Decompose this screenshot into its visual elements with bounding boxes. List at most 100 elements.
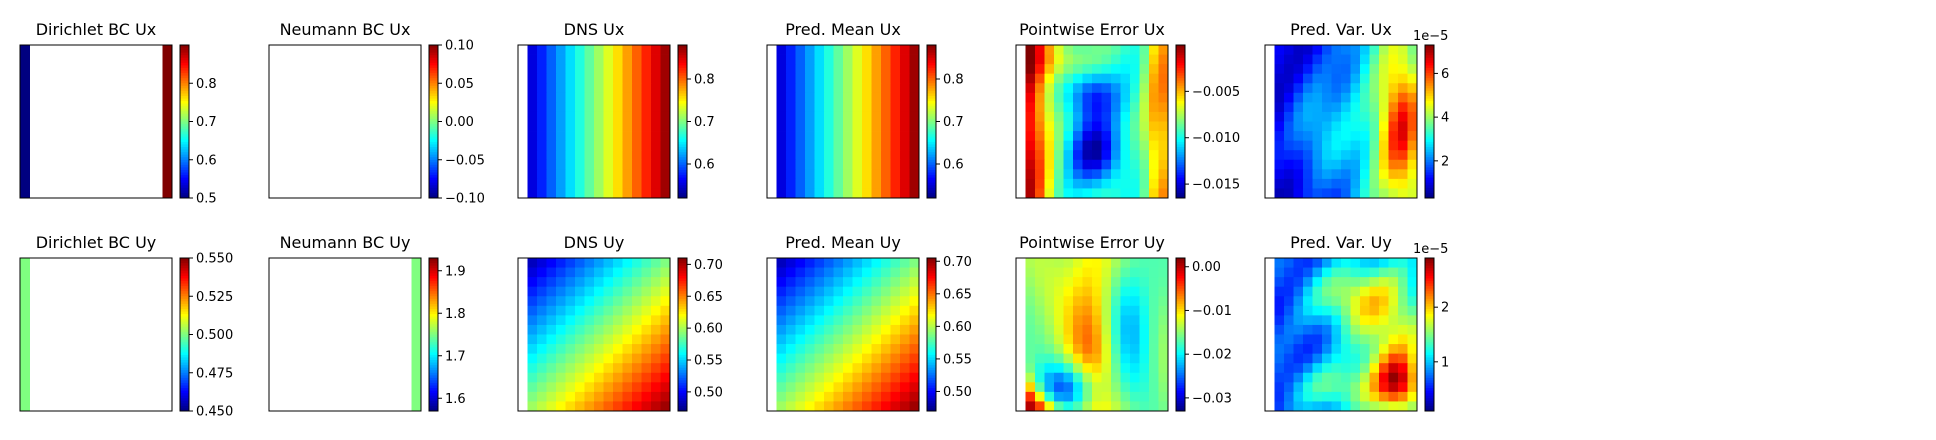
heatmap-cell — [1274, 121, 1285, 132]
heatmap-cell — [641, 401, 652, 412]
colorbar-segment — [927, 162, 936, 166]
heatmap-cell — [1312, 102, 1323, 113]
heatmap-cell — [795, 150, 806, 161]
heatmap-cells — [20, 45, 172, 198]
heatmap-cell — [537, 382, 547, 393]
heatmap-cell — [1054, 296, 1064, 307]
heatmap-cell — [1322, 296, 1332, 307]
heatmap-cell — [871, 131, 882, 142]
heatmap-cell — [1407, 344, 1418, 355]
heatmap-cell — [1369, 92, 1380, 103]
heatmap-cell — [1158, 159, 1169, 170]
heatmap-cell — [814, 169, 825, 180]
heatmap-cell — [795, 178, 806, 189]
heatmap-cell — [1073, 324, 1083, 335]
heatmap-cell — [1350, 45, 1361, 55]
heatmap-cell — [1120, 111, 1131, 122]
colorbar-segment — [678, 365, 687, 369]
heatmap-cell — [1331, 305, 1342, 316]
heatmap-cell — [1331, 324, 1342, 335]
heatmap-cell — [1101, 111, 1112, 122]
heatmap-cell — [786, 324, 796, 335]
heatmap-cell — [632, 324, 642, 335]
heatmap-cell — [622, 92, 633, 103]
colorbar-segment — [1425, 147, 1434, 151]
colorbar-tick-label: 0.70 — [694, 258, 723, 273]
heatmap-cell — [1082, 296, 1093, 307]
heatmap-cell — [1130, 286, 1140, 297]
heatmap-cell — [1341, 344, 1351, 355]
heatmap-cell — [1063, 188, 1074, 199]
colorbar-segment — [1425, 157, 1434, 161]
colorbar-segment — [1176, 388, 1185, 392]
colorbar-offset-text: 1e−5 — [1413, 29, 1448, 44]
heatmap-cell — [527, 150, 538, 161]
colorbar-tick-label: 0.6 — [694, 158, 715, 173]
heatmap-cell — [1149, 296, 1159, 307]
heatmap-cell — [1331, 159, 1342, 170]
heatmap-cell — [786, 83, 796, 94]
colorbar-segment — [180, 192, 189, 196]
heatmap-cell — [833, 401, 844, 412]
colorbar-segment — [927, 280, 936, 284]
heatmap-cell — [852, 64, 863, 75]
colorbar-segment — [429, 357, 438, 361]
colorbar-segment — [180, 80, 189, 84]
heatmap-cell — [843, 324, 853, 335]
heatmap-cell — [1284, 73, 1294, 84]
heatmap-cell — [833, 286, 844, 297]
heatmap-cell — [537, 83, 547, 94]
heatmap-cell — [1035, 315, 1045, 326]
colorbar-segment — [1176, 270, 1185, 274]
heatmap-cell — [1073, 92, 1083, 103]
colorbar-segment — [429, 45, 438, 49]
heatmap-cell — [1035, 363, 1045, 374]
heatmap-cell — [1369, 45, 1380, 55]
heatmap-cell — [852, 372, 863, 383]
heatmap-cell — [862, 372, 872, 383]
colorbar-segment — [429, 75, 438, 79]
colorbar-segment — [180, 103, 189, 107]
heatmap-cell — [1274, 83, 1285, 94]
colorbar-segment — [180, 154, 189, 158]
heatmap-cell — [660, 150, 671, 161]
heatmap-cell — [1407, 315, 1418, 326]
heatmap-cell — [881, 296, 891, 307]
colorbar-tick-label: 1 — [1441, 355, 1449, 370]
heatmap-cell — [1054, 286, 1064, 297]
colorbar-segment — [1176, 93, 1185, 97]
colorbar-segment — [1425, 83, 1434, 87]
heatmap-cell — [527, 286, 538, 297]
heatmap-cell — [1139, 344, 1150, 355]
heatmap-cell — [1149, 178, 1159, 189]
heatmap-cell — [1379, 258, 1389, 268]
colorbar-segment — [1425, 326, 1434, 330]
heatmap-cell — [900, 188, 910, 199]
heatmap-cell — [546, 111, 557, 122]
heatmap-cell — [632, 267, 642, 278]
colorbar-segment — [180, 405, 189, 409]
colorbar-segment — [429, 352, 438, 356]
heatmap-cell — [900, 102, 910, 113]
heatmap-cell — [660, 73, 671, 84]
colorbar-segment — [1176, 357, 1185, 361]
heatmap-cell — [1388, 150, 1399, 161]
heatmap-cell — [1063, 363, 1074, 374]
colorbar-segment — [1176, 106, 1185, 110]
heatmap-cell — [651, 121, 661, 132]
heatmap-cell — [862, 188, 872, 199]
colorbar-frame — [1175, 257, 1186, 412]
heatmap-cell — [843, 64, 853, 75]
heatmap-cell — [603, 83, 614, 94]
heatmap-cell — [909, 344, 920, 355]
heatmap-cell — [537, 353, 547, 364]
colorbar-segment — [678, 331, 687, 335]
heatmap-cell — [900, 54, 910, 65]
heatmap-cell — [900, 121, 910, 132]
heatmap-cell — [556, 296, 566, 307]
panel-title: Pointwise Error Uy — [1019, 233, 1165, 252]
heatmap-cell — [1082, 178, 1093, 189]
colorbar: 1.61.71.81.9 — [428, 257, 466, 412]
heatmap-cell — [1388, 401, 1399, 412]
heatmap-cell — [776, 372, 787, 383]
